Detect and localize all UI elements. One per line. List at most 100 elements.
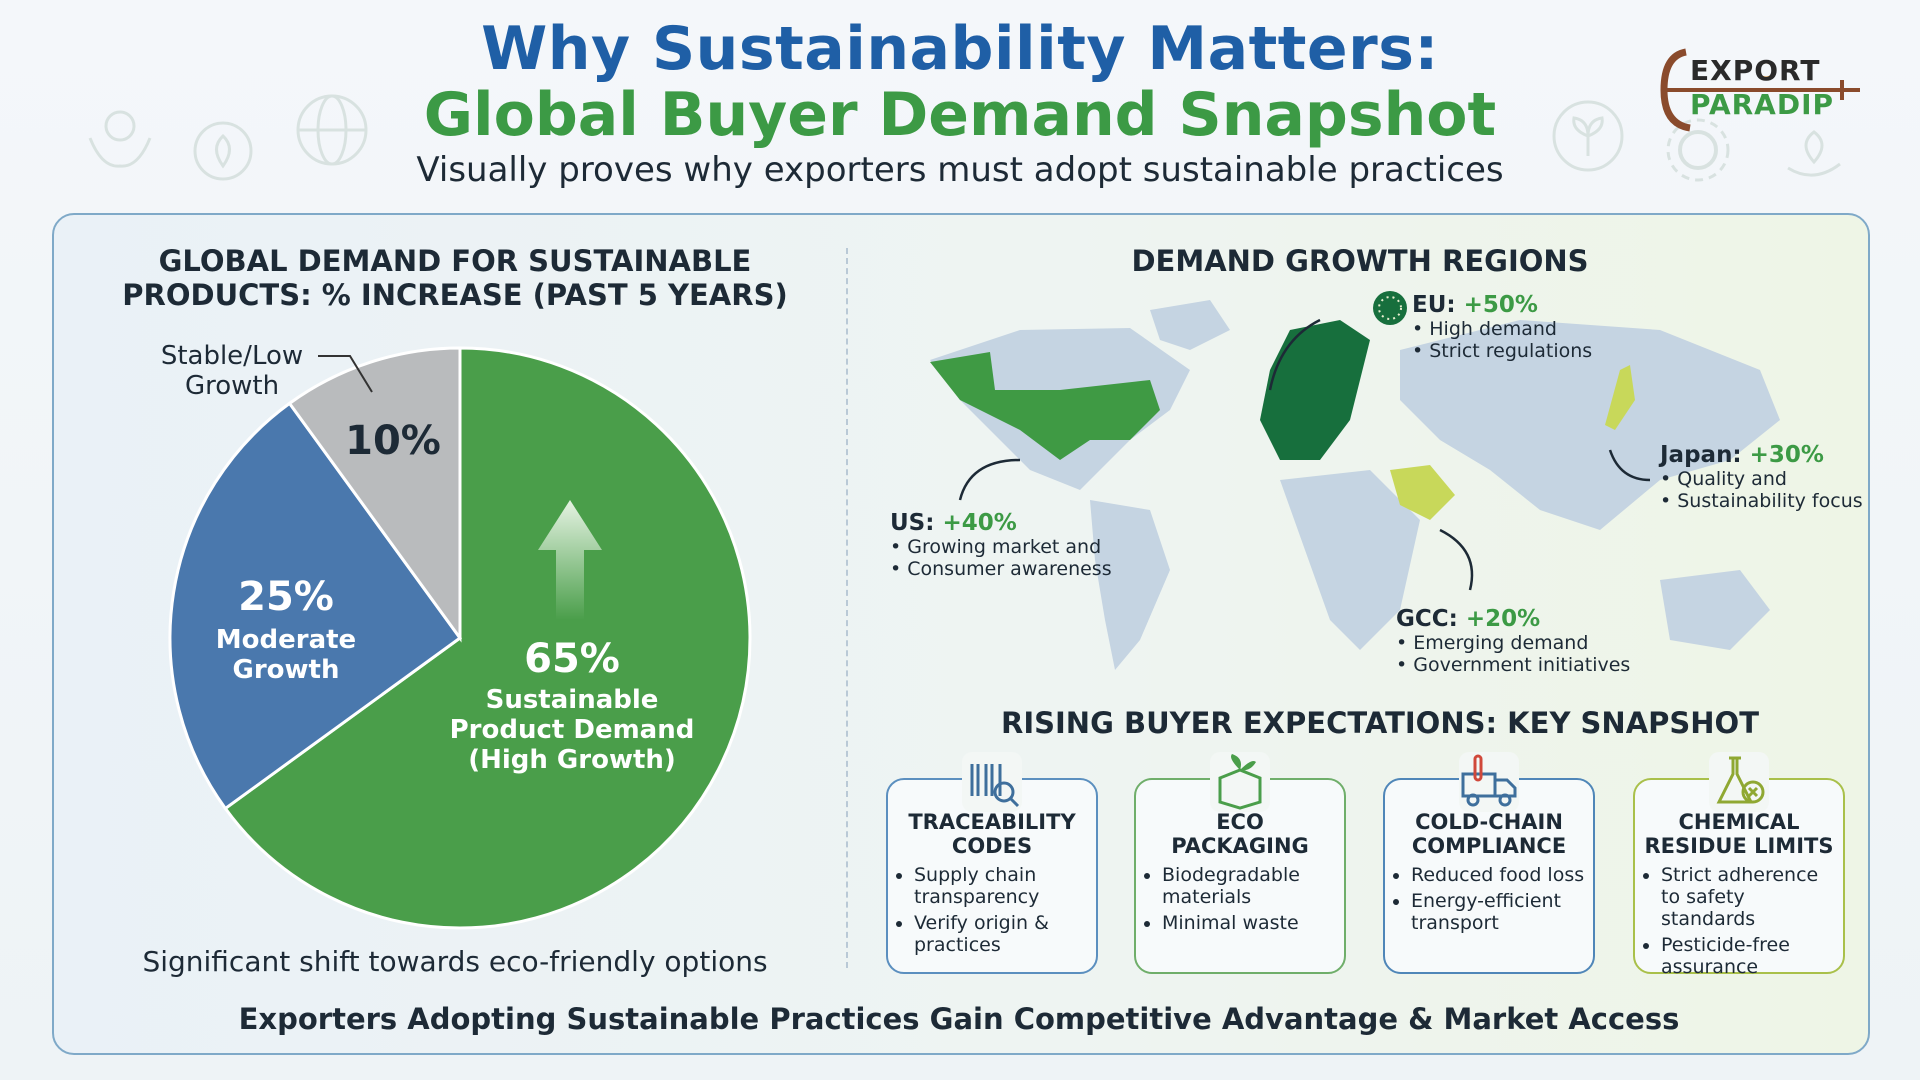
gcc-name: GCC:: [1396, 606, 1458, 632]
arrow-gcc: [1439, 528, 1474, 591]
pie-label-2-1: Growth: [185, 371, 279, 401]
card-title-line1: COLD-CHAIN: [1415, 810, 1563, 834]
card-bullets: Biodegradable materials Minimal waste: [1148, 864, 1338, 938]
map-gcc-highlight: [1390, 465, 1455, 520]
arrow-japan: [1608, 449, 1651, 482]
card-title: TRACEABILITY CODES: [888, 810, 1096, 858]
map-europe-highlight: [1260, 320, 1370, 460]
pie-label-1-1: Growth: [233, 655, 340, 685]
card-title-line1: CHEMICAL: [1678, 810, 1800, 834]
region-eu: EU: +50% • High demand • Strict regulati…: [1412, 292, 1592, 362]
expectations-title: RISING BUYER EXPECTATIONS: KEY SNAPSHOT: [1001, 706, 1759, 740]
eu-value: +50%: [1463, 292, 1538, 318]
japan-note-2: • Sustainability focus: [1660, 490, 1863, 512]
card-bullet-1: Pesticide-free assurance: [1661, 934, 1837, 978]
card-bullets: Reduced food loss Energy-efficient transp…: [1397, 864, 1587, 938]
pie-slice-1: [168, 401, 463, 811]
eu-flag-icon: [1373, 291, 1407, 325]
card-title-line2: RESIDUE LIMITS: [1644, 834, 1834, 858]
region-us: US: +40% • Growing market and • Consumer…: [890, 510, 1112, 580]
card-title: ECO PACKAGING: [1136, 810, 1344, 858]
gcc-value: +20%: [1465, 606, 1541, 632]
region-gcc: GCC: +20% • Emerging demand • Government…: [1396, 606, 1630, 676]
card-title-line2: PACKAGING: [1171, 834, 1309, 858]
pie-title-line1: GLOBAL DEMAND FOR SUSTAINABLE: [158, 244, 752, 278]
card-title-line1: ECO: [1216, 810, 1264, 834]
us-name: US:: [890, 510, 935, 536]
pie-slice-2: [287, 346, 462, 643]
map-usa-highlight: [930, 352, 1160, 460]
barcode-icon: [962, 752, 1022, 812]
flask-icon: [1709, 752, 1769, 812]
pie-caption: Significant shift towards eco-friendly o…: [142, 945, 768, 978]
pie-label-2-0: Stable/Low: [161, 341, 303, 371]
pie-label-1-0: Moderate: [216, 625, 356, 655]
card-title-line2: CODES: [951, 834, 1033, 858]
us-note-1: • Growing market and: [890, 536, 1102, 558]
pie-label-0-1: Product Demand: [450, 715, 695, 745]
card-title-line1: TRACEABILITY: [908, 810, 1076, 834]
eco-box-icon: [1210, 752, 1270, 812]
hand-leaf-icon: [1787, 130, 1841, 177]
japan-name: Japan:: [1660, 442, 1742, 468]
title-line2: Global Buyer Demand Snapshot: [423, 80, 1497, 150]
subtitle: Visually proves why exporters must adopt…: [416, 150, 1504, 190]
card-bullet-1: Energy-efficient transport: [1411, 890, 1587, 934]
globe-outline-icon: [296, 94, 368, 166]
map-asia: [1400, 320, 1780, 530]
map-africa: [1280, 470, 1420, 650]
map-south-america: [1090, 500, 1170, 670]
eu-note-1: • High demand: [1412, 318, 1557, 340]
pie-label-0-0: Sustainable: [486, 685, 659, 715]
us-value: +40%: [942, 510, 1017, 536]
card-bullet-0: Strict adherence to safety standards: [1661, 864, 1837, 930]
map-japan-highlight: [1605, 365, 1635, 430]
card-title: CHEMICAL RESIDUE LIMITS: [1635, 810, 1843, 858]
card-title-line2: COMPLIANCE: [1411, 834, 1567, 858]
logo: EXPORT PARADIP: [1650, 46, 1870, 136]
logo-text-2: PARADIP: [1690, 88, 1835, 121]
regions-title: DEMAND GROWTH REGIONS: [1131, 244, 1589, 278]
map-australia: [1660, 570, 1770, 650]
card-bullet-0: Biodegradable materials: [1162, 864, 1338, 908]
panel-divider: [846, 248, 848, 968]
arrow-eu: [1268, 318, 1321, 391]
pie-title: GLOBAL DEMAND FOR SUSTAINABLE PRODUCTS: …: [120, 244, 790, 312]
hands-globe-icon: [88, 110, 152, 168]
pie-label-0-2: (High Growth): [468, 745, 676, 775]
japan-value: +30%: [1749, 442, 1824, 468]
pie-value-1: 25%: [238, 574, 334, 620]
anchor-logo-icon: [1660, 48, 1860, 132]
card-bullet-0: Reduced food loss: [1411, 864, 1587, 886]
pie-value-2: 10%: [345, 418, 441, 464]
card-bullet-0: Supply chain transparency: [914, 864, 1090, 908]
card-bullets: Strict adherence to safety standardsPest…: [1647, 864, 1837, 982]
world-map: [930, 300, 1780, 670]
pie-value-0: 65%: [524, 636, 620, 682]
sprout-icon: [1552, 100, 1624, 172]
logo-text-1: EXPORT: [1690, 54, 1821, 87]
region-japan: Japan: +30% • Quality and • Sustainabili…: [1660, 442, 1863, 512]
arrow-us: [958, 458, 1021, 501]
card-title: COLD-CHAIN COMPLIANCE: [1385, 810, 1593, 858]
pie-leader-line: [318, 355, 373, 393]
japan-note-1: • Quality and: [1660, 468, 1787, 490]
growth-arrow-icon: [538, 500, 602, 620]
gear-icon: [1666, 118, 1730, 182]
pie-title-line2: PRODUCTS: % INCREASE (PAST 5 YEARS): [122, 278, 788, 312]
eu-name: EU:: [1412, 292, 1456, 318]
recycle-leaf-icon: [193, 121, 253, 181]
gcc-note-1: • Emerging demand: [1396, 632, 1589, 654]
map-greenland: [1150, 300, 1230, 350]
card-bullets: Supply chain transparencyVerify origin &…: [900, 864, 1090, 960]
title-line1: Why Sustainability Matters:: [481, 14, 1439, 84]
cold-truck-icon: [1459, 752, 1519, 812]
us-note-2: • Consumer awareness: [890, 558, 1112, 580]
pie-slice-0: [223, 346, 752, 930]
card-bullet-1: Verify origin & practices: [914, 912, 1090, 956]
